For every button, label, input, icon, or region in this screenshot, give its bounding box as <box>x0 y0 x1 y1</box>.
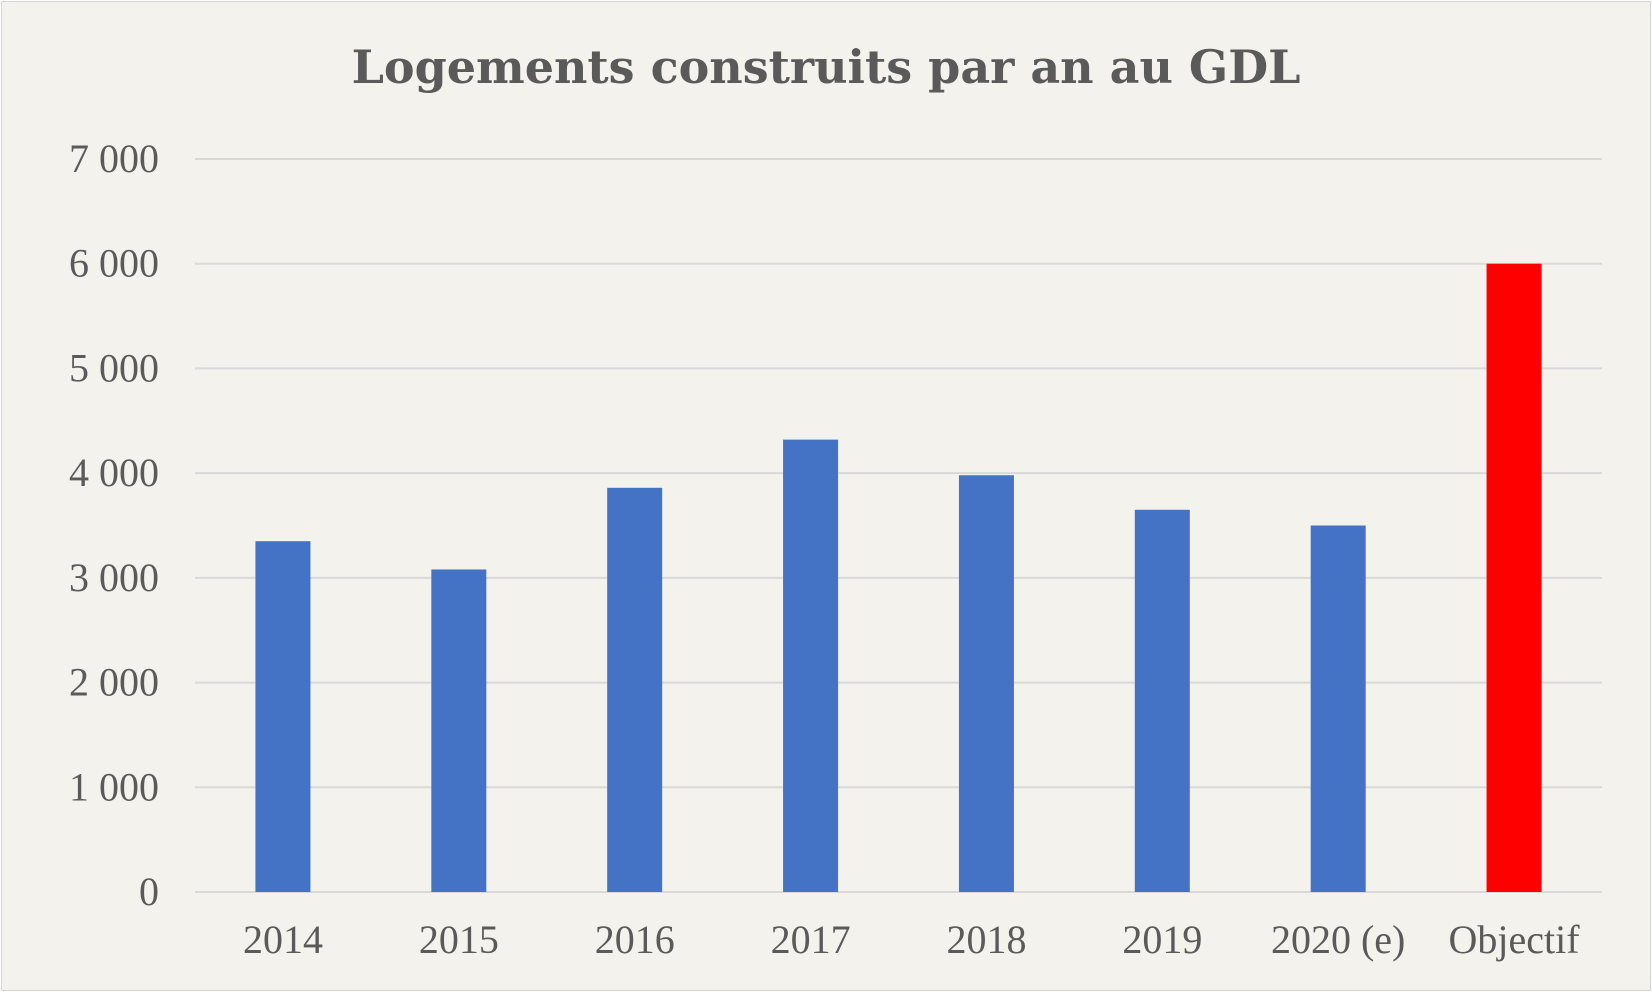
x-tick-label: 2017 <box>771 917 851 962</box>
x-tick-label: 2016 <box>595 917 675 962</box>
x-tick-label: 2019 <box>1122 917 1202 962</box>
y-tick-label: 2 000 <box>69 660 159 705</box>
bar-2016 <box>607 487 663 892</box>
bar-2015 <box>431 569 487 892</box>
bars <box>255 263 1542 892</box>
y-tick-label: 7 000 <box>69 136 159 181</box>
x-tick-label: Objectif <box>1449 917 1581 962</box>
x-axis-ticks: 2014 2015 2016 2017 2018 2019 2020 (e) Objectif <box>243 917 1580 962</box>
y-tick-label: 5 000 <box>69 345 159 390</box>
bar-2019 <box>1134 509 1190 892</box>
bar-2018 <box>958 475 1014 892</box>
x-tick-label: 2018 <box>946 917 1026 962</box>
bar-2017 <box>783 439 839 892</box>
x-tick-label: 2015 <box>419 917 499 962</box>
y-axis-ticks: 0 1 000 2 000 3 000 4 000 5 000 6 000 7 000 <box>69 136 159 914</box>
y-tick-label: 6 000 <box>69 241 159 286</box>
y-tick-label: 1 000 <box>69 764 159 809</box>
x-tick-label: 2020 (e) <box>1271 917 1405 962</box>
bar-2020-e <box>1310 525 1366 892</box>
bar-objectif <box>1486 263 1542 892</box>
y-tick-label: 4 000 <box>69 450 159 495</box>
x-tick-label: 2014 <box>243 917 323 962</box>
y-tick-label: 0 <box>139 869 159 914</box>
bar-2014 <box>255 541 311 892</box>
gridlines <box>195 158 1602 893</box>
chart-title: Logements construits par an au GDL <box>351 40 1301 94</box>
y-tick-label: 3 000 <box>69 555 159 600</box>
